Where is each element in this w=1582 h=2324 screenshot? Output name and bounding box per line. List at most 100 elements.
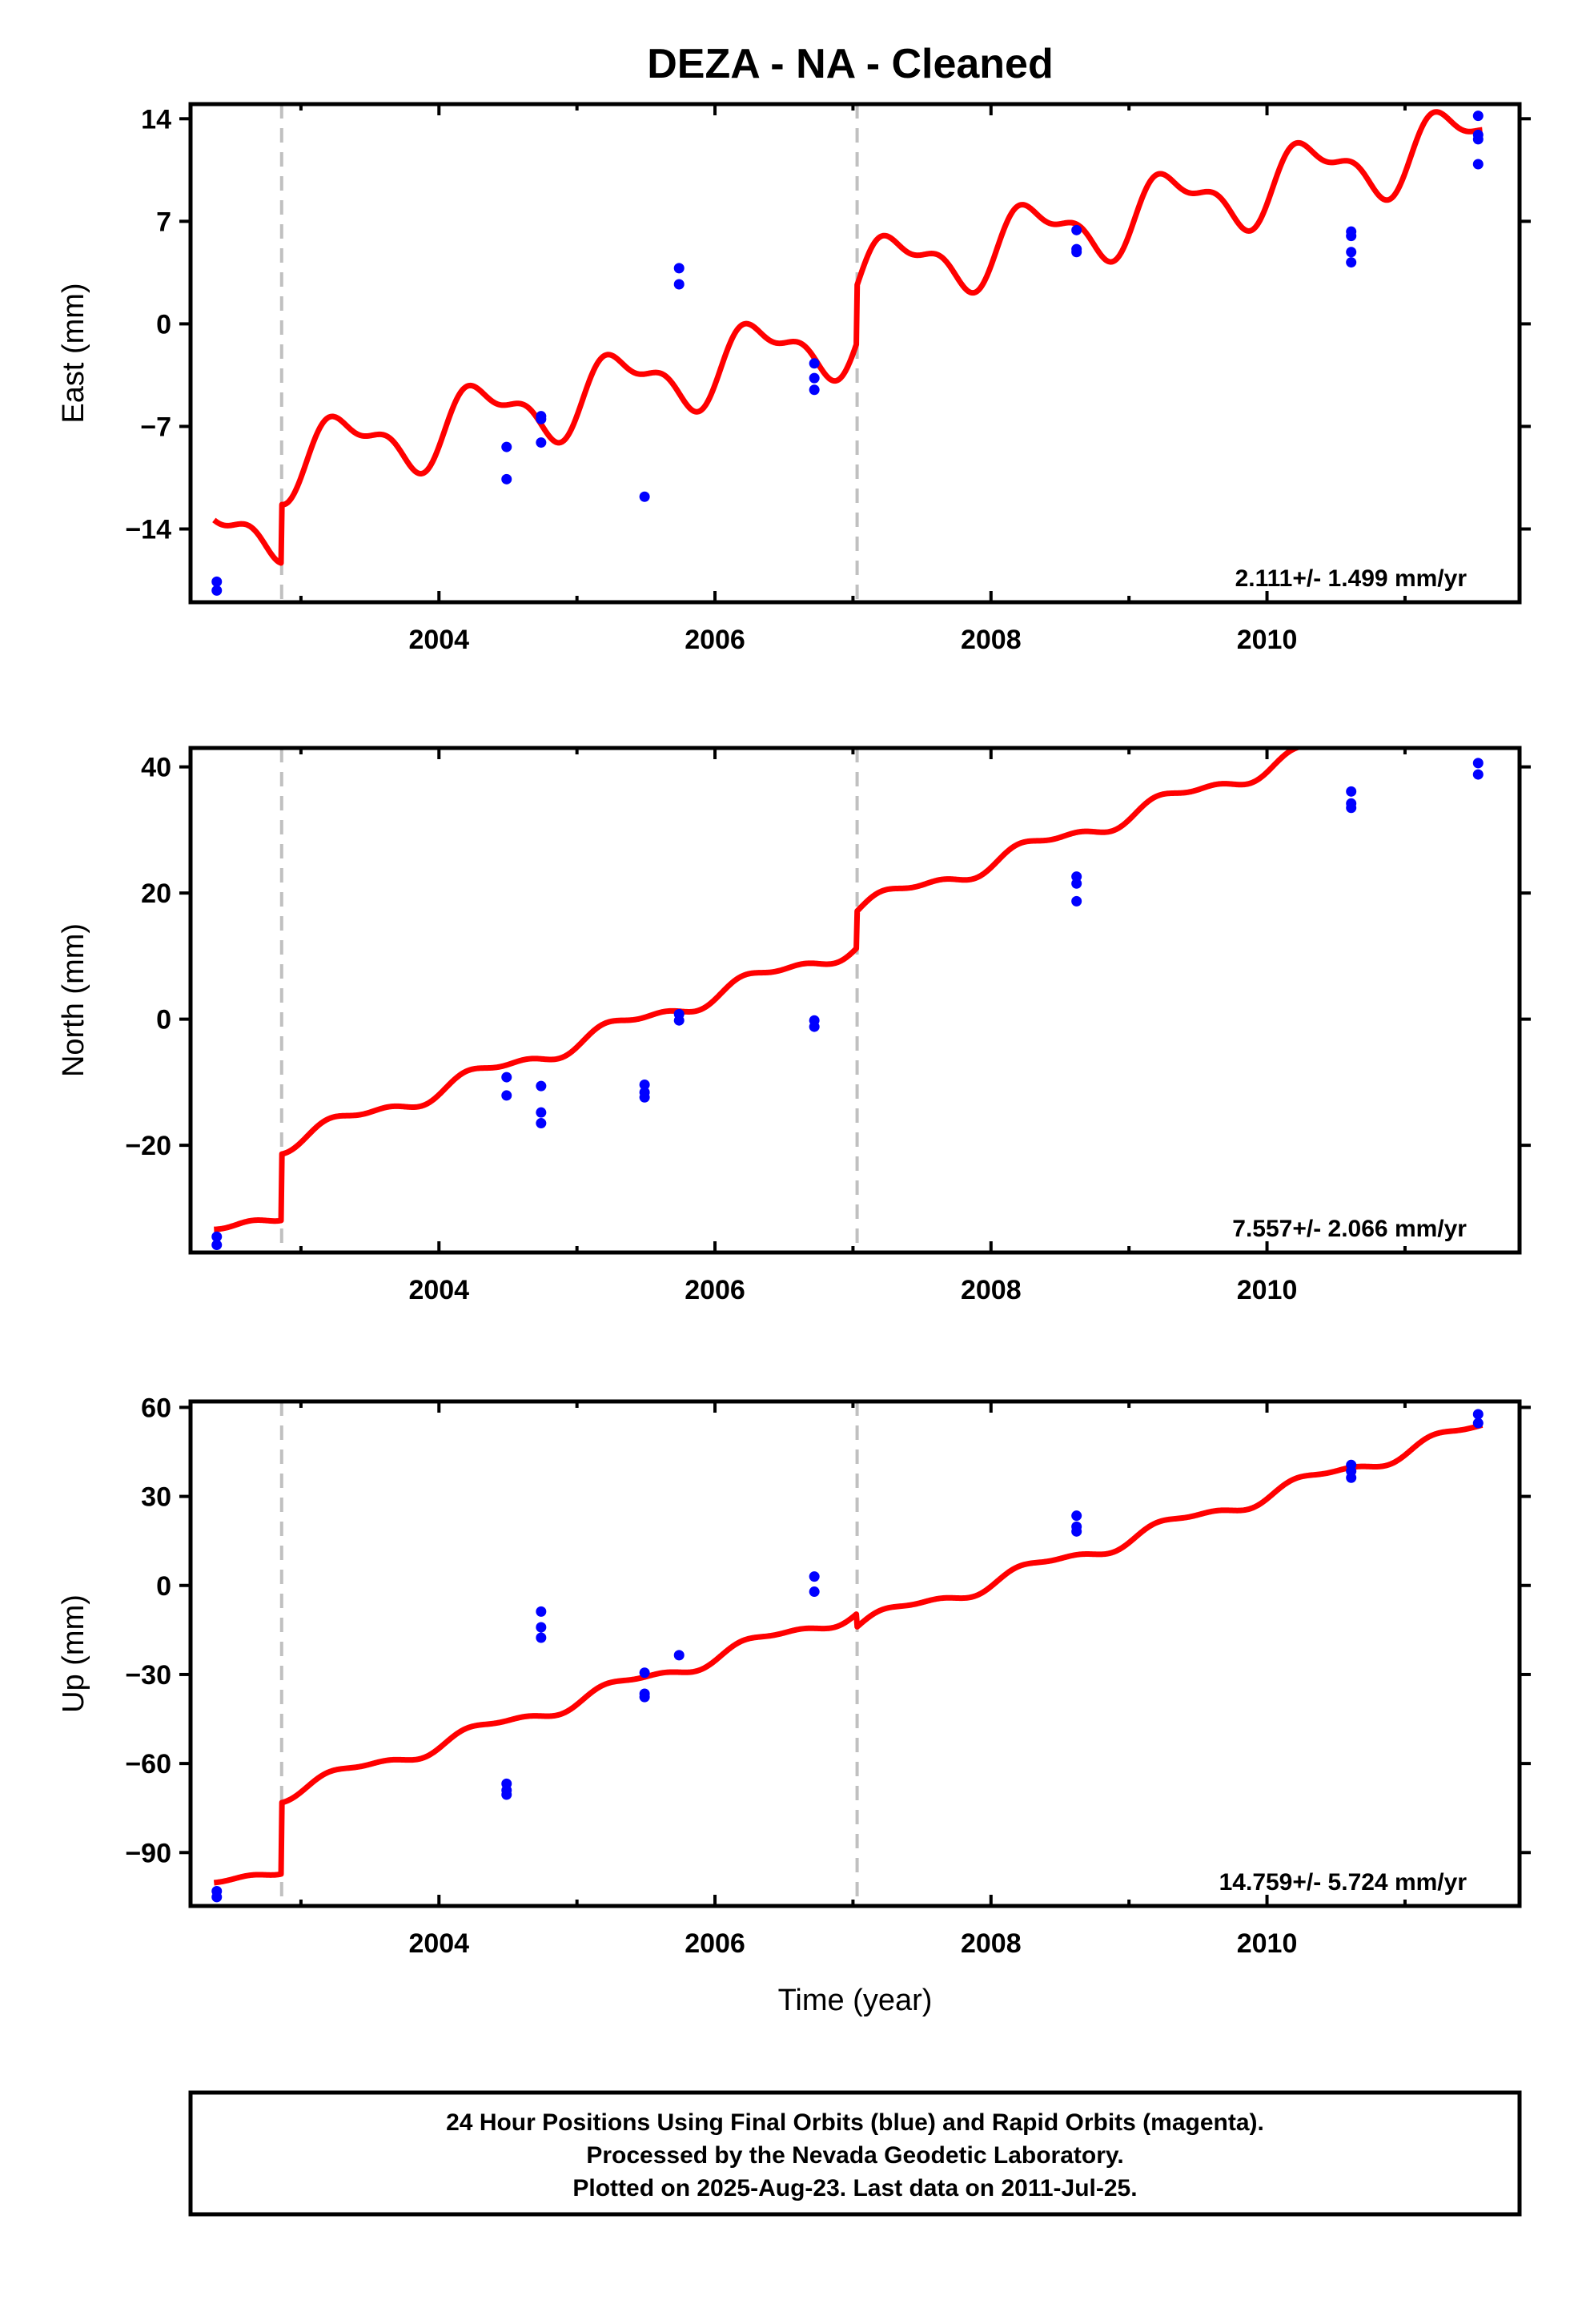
y-tick-label-north-20: 20 [141, 879, 171, 909]
x-tick-label-north-2004: 2004 [408, 1275, 469, 1305]
y-tick-label-up--30: −30 [125, 1660, 171, 1691]
data-point-up-2 [211, 1892, 223, 1903]
rate-label-up: 14.759+/- 5.724 mm/yr [1219, 1869, 1468, 1896]
x-tick-label-up-2004: 2004 [408, 1928, 469, 1959]
data-point-north-22 [1472, 769, 1484, 780]
data-point-east-11 [809, 358, 820, 369]
panel-north: 2004 2006 2008 2010 −20 0 20 40 North (mm) 7.557+… [57, 746, 1531, 1305]
data-point-east-3 [501, 441, 512, 452]
chart-title: DEZA - NA - Cleaned [647, 41, 1054, 87]
x-tick-label-up-2010: 2010 [1237, 1928, 1298, 1959]
data-point-east-1 [211, 576, 223, 587]
data-point-north-10 [639, 1092, 650, 1103]
y-tick-label-north-0: 0 [156, 1005, 171, 1035]
y-tick-label-up-60: 60 [141, 1393, 171, 1423]
data-point-east-18 [1346, 231, 1357, 242]
rate-label-east: 2.111+/- 1.499 mm/yr [1235, 565, 1468, 592]
data-point-up-21 [1472, 1409, 1484, 1420]
y-tick-label-up--90: −90 [125, 1838, 171, 1868]
data-point-up-13 [809, 1571, 820, 1582]
data-point-east-8 [639, 491, 650, 502]
y-tick-label-east-7: 7 [156, 207, 171, 237]
y-axis-label-east: East (mm) [57, 283, 90, 423]
x-tick-label-up-2006: 2006 [685, 1928, 745, 1959]
data-point-up-14 [809, 1586, 820, 1598]
rate-label-north: 7.557+/- 2.066 mm/yr [1232, 1216, 1467, 1242]
y-tick-label-north-40: 40 [141, 753, 171, 783]
x-tick-label-east-2010: 2010 [1237, 625, 1298, 655]
data-point-east-14 [1071, 224, 1082, 235]
x-tick-label-north-2008: 2008 [961, 1275, 1022, 1305]
footer-line-2: Processed by the Nevada Geodetic Laborat… [586, 2142, 1123, 2169]
x-axis-label: Time (year) [778, 1984, 933, 2017]
data-point-up-9 [639, 1667, 650, 1679]
y-tick-label-east-14: 14 [141, 104, 171, 135]
footer-line-3: Plotted on 2025-Aug-23. Last data on 201… [572, 2175, 1137, 2201]
data-point-north-3 [501, 1072, 512, 1083]
data-point-north-16 [1071, 878, 1082, 889]
model-curve-up [211, 1422, 1484, 1886]
x-tick-label-north-2010: 2010 [1237, 1275, 1298, 1305]
model-curve-east [211, 109, 1484, 566]
x-tick-label-north-2006: 2006 [685, 1275, 745, 1305]
panel-east: 2004 2006 2008 2010 −14 −7 0 7 14 East (mm) 2.111+… [57, 102, 1531, 655]
data-point-east-19 [1346, 247, 1357, 258]
data-point-north-5 [536, 1080, 547, 1092]
data-point-up-6 [536, 1606, 547, 1617]
y-tick-label-up-0: 0 [156, 1571, 171, 1602]
data-point-east-20 [1346, 257, 1357, 268]
data-point-up-5 [501, 1789, 512, 1800]
data-point-up-15 [1071, 1510, 1082, 1522]
x-tick-label-east-2008: 2008 [961, 625, 1022, 655]
x-tick-label-up-2008: 2008 [961, 1928, 1022, 1959]
data-point-east-2 [211, 585, 223, 596]
model-curve-north [211, 748, 1322, 1232]
y-axis-label-up: Up (mm) [57, 1594, 90, 1713]
data-point-east-9 [673, 263, 685, 274]
panel-up: 2004 2006 2008 2010 −90 −60 −30 0 30 60 Up (mm) 14.… [57, 1393, 1531, 2017]
plot-frame-north [188, 746, 1522, 1255]
data-point-north-2 [211, 1240, 223, 1251]
data-point-east-7 [536, 437, 547, 448]
y-tick-label-up-30: 30 [141, 1482, 171, 1513]
data-point-east-4 [501, 473, 512, 485]
data-point-north-8 [639, 1080, 650, 1091]
data-point-east-23 [1472, 134, 1484, 145]
data-point-north-21 [1472, 758, 1484, 769]
data-point-north-18 [1346, 786, 1357, 797]
data-point-north-14 [809, 1021, 820, 1032]
plot-frame-east [188, 102, 1522, 605]
data-point-up-7 [536, 1622, 547, 1633]
data-point-east-12 [809, 372, 820, 384]
y-tick-label-up--60: −60 [125, 1749, 171, 1779]
data-point-north-6 [536, 1107, 547, 1118]
x-tick-label-east-2006: 2006 [685, 625, 745, 655]
data-point-up-20 [1346, 1472, 1357, 1483]
data-point-north-17 [1071, 895, 1082, 907]
y-tick-label-east-0: 0 [156, 309, 171, 340]
data-point-north-12 [673, 1015, 685, 1026]
data-point-east-24 [1472, 159, 1484, 170]
data-point-east-13 [809, 384, 820, 396]
data-point-north-7 [536, 1118, 547, 1129]
y-axis-label-north: North (mm) [57, 923, 90, 1077]
data-point-north-20 [1346, 802, 1357, 814]
data-point-up-8 [536, 1632, 547, 1643]
y-tick-label-east--7: −7 [140, 412, 171, 442]
y-tick-label-north--20: −20 [125, 1131, 171, 1161]
data-point-up-17 [1071, 1526, 1082, 1537]
data-point-up-22 [1472, 1417, 1484, 1429]
data-point-east-21 [1472, 111, 1484, 122]
x-tick-label-east-2004: 2004 [408, 625, 469, 655]
footer-box: 24 Hour Positions Using Final Orbits (bl… [188, 2090, 1522, 2217]
data-point-up-11 [639, 1691, 650, 1703]
data-point-east-16 [1071, 247, 1082, 258]
data-point-north-1 [211, 1231, 223, 1242]
footer-frame [188, 2090, 1522, 2217]
y-tick-label-east--14: −14 [125, 515, 171, 545]
data-point-east-6 [536, 413, 547, 424]
plot-frame-up [188, 1399, 1522, 1908]
data-point-up-12 [673, 1650, 685, 1661]
panels: 2004 2006 2008 2010 −14 −7 0 7 14 East (mm) 2.111+… [57, 102, 1531, 2017]
